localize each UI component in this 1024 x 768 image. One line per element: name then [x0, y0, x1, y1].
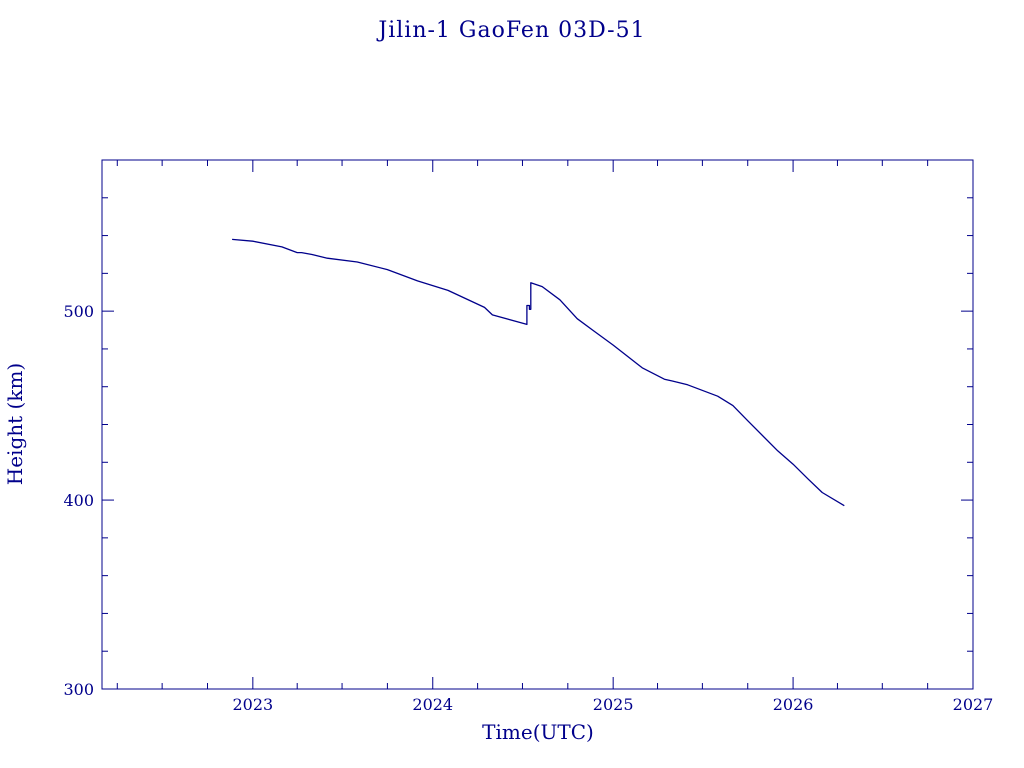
height-series-line	[232, 238, 845, 507]
y-tick-label: 300	[63, 680, 94, 699]
x-tick-label: 2025	[593, 695, 634, 714]
y-tick-label: 400	[63, 491, 94, 510]
y-axis-label: Height (km)	[3, 363, 27, 485]
x-tick-label: 2027	[953, 695, 994, 714]
x-tick-label: 2023	[232, 695, 273, 714]
chart-title: Jilin-1 GaoFen 03D-51	[376, 18, 645, 43]
x-tick-label: 2026	[773, 695, 814, 714]
y-tick-label: 500	[63, 302, 94, 321]
x-axis-label: Time(UTC)	[482, 720, 594, 744]
x-tick-label: 2024	[412, 695, 453, 714]
